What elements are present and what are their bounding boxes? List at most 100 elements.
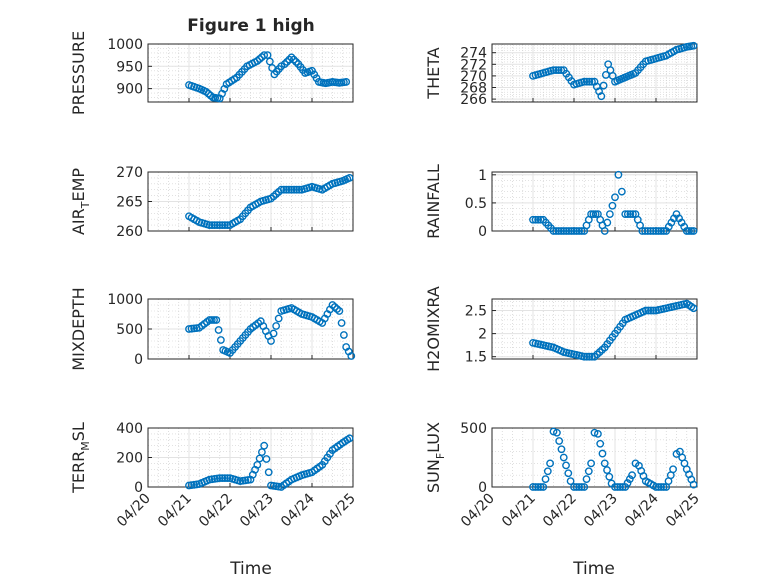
data-point xyxy=(531,215,540,224)
data-point xyxy=(580,77,589,86)
data-point xyxy=(626,210,635,219)
data-point xyxy=(220,221,229,230)
data-point xyxy=(564,227,573,235)
figure-title: Figure 1 high xyxy=(187,16,315,36)
data-point xyxy=(342,78,351,86)
data-point xyxy=(260,51,269,60)
subplot-3: 260 265 270 AIRTEMP xyxy=(69,165,354,240)
data-point xyxy=(575,227,584,235)
data-point xyxy=(646,306,655,315)
y-axis-label: AIRTEMP xyxy=(69,168,92,235)
data-point xyxy=(554,227,563,235)
data-point xyxy=(263,51,272,60)
series-markers xyxy=(185,434,354,491)
data-point xyxy=(597,92,606,101)
data-point xyxy=(582,475,591,484)
data-point xyxy=(283,57,291,66)
data-point xyxy=(541,475,550,484)
data-point xyxy=(264,468,273,477)
subplot-7: 0 200 400 04/20 04/21 04/22 04/23 04/24 04/25 TER… xyxy=(69,421,359,530)
data-point xyxy=(562,227,571,235)
axes-box xyxy=(491,427,698,488)
data-point xyxy=(559,453,568,462)
data-point xyxy=(345,434,354,443)
data-point xyxy=(552,66,560,75)
data-point xyxy=(204,89,213,98)
data-point xyxy=(611,483,619,491)
data-point xyxy=(549,227,558,235)
data-point xyxy=(212,316,221,324)
x-tick-label: 04/25 xyxy=(319,491,359,531)
data-point xyxy=(210,221,219,230)
data-point xyxy=(218,474,227,483)
y-tick-label: 0 xyxy=(134,480,143,496)
data-point xyxy=(206,91,215,100)
y-tick-label: 268 xyxy=(460,81,487,97)
data-point xyxy=(584,467,593,476)
data-point xyxy=(585,352,594,361)
data-point xyxy=(587,459,595,468)
y-tick-label: 400 xyxy=(116,421,143,437)
axes-box xyxy=(147,43,354,103)
data-point xyxy=(577,227,586,235)
y-tick-label: 0 xyxy=(478,480,487,496)
y-tick-label: 500 xyxy=(460,421,487,437)
data-point xyxy=(570,483,578,491)
x-tick-label: 04/24 xyxy=(278,490,318,530)
data-point xyxy=(218,221,227,230)
data-point xyxy=(621,483,630,491)
data-point xyxy=(654,483,663,491)
data-point xyxy=(531,483,540,491)
subplot-8: 0 500 04/20 04/21 04/22 04/23 04/24 04/25 SUNFLU… xyxy=(424,421,703,530)
data-point xyxy=(613,483,622,491)
data-point xyxy=(339,331,348,339)
data-point xyxy=(589,210,598,219)
data-point xyxy=(685,227,693,235)
data-point xyxy=(566,477,575,485)
data-point xyxy=(295,185,304,194)
data-point xyxy=(608,201,617,210)
data-point xyxy=(335,307,344,315)
data-point xyxy=(689,480,698,489)
y-tick-label: 265 xyxy=(116,195,143,211)
data-point xyxy=(287,53,296,62)
y-tick-label: 0 xyxy=(134,352,143,368)
data-point xyxy=(208,221,216,230)
data-point xyxy=(629,210,637,219)
y-tick-label: 260 xyxy=(116,224,143,240)
data-point xyxy=(649,306,658,315)
data-point xyxy=(657,227,666,235)
data-point xyxy=(549,66,558,75)
data-point xyxy=(260,441,269,450)
series-markers xyxy=(185,301,356,360)
data-point xyxy=(272,322,281,330)
x-tick-label: 04/21 xyxy=(155,491,195,531)
y-tick-label: 2 xyxy=(478,327,487,343)
x-tick-label: 04/20 xyxy=(114,491,154,531)
data-point xyxy=(643,227,652,235)
data-point xyxy=(554,66,563,75)
y-tick-label: 200 xyxy=(116,451,143,467)
data-point xyxy=(591,210,600,219)
data-point xyxy=(265,57,274,66)
y-tick-label: 950 xyxy=(116,59,143,75)
data-point xyxy=(277,185,286,194)
data-point xyxy=(580,352,589,361)
data-point xyxy=(659,483,668,491)
data-point xyxy=(657,483,666,491)
axes-box xyxy=(491,43,698,103)
data-point xyxy=(577,483,586,491)
x-tick-label: 04/22 xyxy=(540,491,580,531)
y-tick-label: 1000 xyxy=(107,292,143,308)
data-point xyxy=(564,469,573,478)
data-point xyxy=(562,461,570,470)
data-point xyxy=(337,319,346,327)
data-point xyxy=(603,218,612,227)
data-point xyxy=(280,60,289,68)
data-point xyxy=(618,483,627,491)
y-axis-label: SUNFLUX xyxy=(424,422,447,493)
x-tick-label: 04/21 xyxy=(499,491,539,531)
data-point xyxy=(347,352,356,360)
